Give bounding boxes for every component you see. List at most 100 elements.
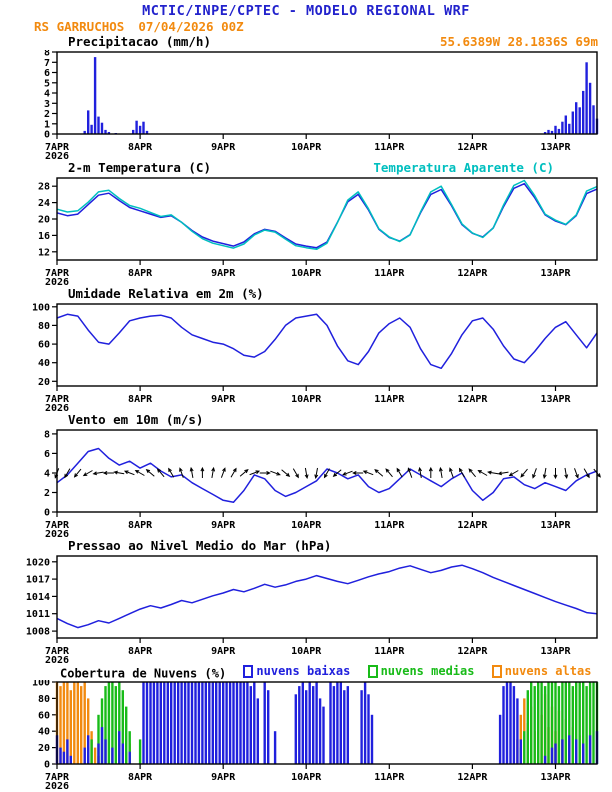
svg-text:2026: 2026 [45, 403, 69, 412]
svg-text:40: 40 [38, 727, 50, 738]
svg-text:1008: 1008 [26, 627, 50, 638]
svg-text:8APR: 8APR [128, 646, 153, 657]
svg-text:12APR: 12APR [457, 394, 488, 405]
svg-text:2: 2 [44, 488, 50, 499]
station-coordinates: 55.6389W 28.1836S 69m [439, 34, 598, 49]
svg-text:80: 80 [38, 321, 50, 332]
svg-text:10APR: 10APR [291, 646, 322, 657]
apparent-temperature-label: Temperatura Aparente (C) [373, 160, 554, 175]
pressure-panel-head: Pressao ao Nivel Medio do Mar (hPa) [0, 538, 612, 554]
panel-clouds: Cobertura de Nuvens (%) nuvens baixas nu… [0, 664, 612, 790]
svg-text:1020: 1020 [26, 557, 50, 568]
legend-high-clouds: nuvens altas [491, 664, 592, 678]
mid-clouds-legend-label: nuvens medias [380, 664, 475, 678]
svg-text:1: 1 [44, 119, 50, 130]
svg-text:8APR: 8APR [128, 394, 153, 405]
high-clouds-swatch-icon [491, 664, 502, 678]
svg-text:6: 6 [44, 68, 50, 79]
svg-text:12APR: 12APR [457, 520, 488, 531]
svg-text:12APR: 12APR [457, 268, 488, 279]
svg-text:9APR: 9APR [211, 772, 236, 783]
svg-text:13APR: 13APR [540, 268, 571, 279]
svg-text:7APR: 7APR [45, 268, 70, 279]
svg-text:5: 5 [44, 78, 50, 89]
svg-text:1011: 1011 [26, 609, 50, 620]
svg-text:7: 7 [44, 58, 50, 69]
svg-text:7APR: 7APR [45, 520, 70, 531]
svg-text:2026: 2026 [45, 655, 69, 664]
svg-text:3: 3 [44, 99, 50, 110]
svg-text:10APR: 10APR [291, 142, 322, 153]
wind-panel-title: Vento em 10m (m/s) [68, 412, 204, 427]
svg-text:10APR: 10APR [291, 772, 322, 783]
svg-text:100: 100 [32, 302, 50, 313]
humidity-panel-head: Umidade Relativa em 2m (%) [0, 286, 612, 302]
svg-text:6: 6 [44, 449, 50, 460]
svg-text:11APR: 11APR [374, 772, 405, 783]
run-datetime: 07/04/2026 00Z [138, 19, 244, 34]
svg-text:8APR: 8APR [128, 142, 153, 153]
svg-text:9APR: 9APR [211, 394, 236, 405]
precipitation-panel-title: Precipitacao (mm/h) [68, 34, 211, 49]
svg-text:9APR: 9APR [211, 520, 236, 531]
panel-humidity: Umidade Relativa em 2m (%) 20 40 60 80 100 7A… [0, 286, 612, 412]
svg-text:13APR: 13APR [540, 394, 571, 405]
svg-text:4: 4 [44, 89, 50, 100]
precipitation-panel-head: Precipitacao (mm/h) 55.6389W 28.1836S 69… [0, 34, 612, 50]
svg-text:12APR: 12APR [457, 142, 488, 153]
svg-text:11APR: 11APR [374, 394, 405, 405]
svg-text:10APR: 10APR [291, 394, 322, 405]
svg-text:20: 20 [38, 377, 50, 388]
svg-text:16: 16 [38, 231, 50, 242]
svg-text:60: 60 [38, 710, 50, 721]
svg-text:40: 40 [38, 358, 50, 369]
temperature-panel-head: 2-m Temperatura (C) Temperatura Aparente… [0, 160, 612, 176]
legend-low-clouds: nuvens baixas [243, 664, 350, 678]
run-info-row: RS GARRUCHOS 07/04/2026 00Z [0, 19, 612, 34]
svg-text:10APR: 10APR [291, 268, 322, 279]
svg-text:20: 20 [38, 215, 50, 226]
svg-text:28: 28 [38, 182, 50, 193]
svg-text:2026: 2026 [45, 781, 69, 790]
svg-text:20: 20 [38, 743, 50, 754]
low-clouds-legend-label: nuvens baixas [256, 664, 351, 678]
panel-precipitation: Precipitacao (mm/h) 55.6389W 28.1836S 69… [0, 34, 612, 160]
svg-text:9APR: 9APR [211, 142, 236, 153]
legend-mid-clouds: nuvens medias [367, 664, 475, 678]
svg-text:1017: 1017 [26, 575, 50, 586]
svg-text:13APR: 13APR [540, 646, 571, 657]
wind-panel-head: Vento em 10m (m/s) [0, 412, 612, 428]
high-clouds-legend-label: nuvens altas [504, 664, 592, 678]
svg-text:11APR: 11APR [374, 268, 405, 279]
svg-text:8APR: 8APR [128, 772, 153, 783]
humidity-panel-title: Umidade Relativa em 2m (%) [68, 286, 264, 301]
mid-clouds-swatch-icon [367, 664, 378, 678]
svg-text:1014: 1014 [26, 592, 50, 603]
clouds-panel-title: Cobertura de Nuvens (%) [60, 666, 227, 681]
svg-text:24: 24 [38, 198, 50, 209]
panel-temperature: 2-m Temperatura (C) Temperatura Aparente… [0, 160, 612, 286]
svg-text:4: 4 [44, 469, 50, 480]
svg-text:9APR: 9APR [211, 268, 236, 279]
svg-text:60: 60 [38, 340, 50, 351]
svg-text:11APR: 11APR [374, 142, 405, 153]
svg-text:7APR: 7APR [45, 772, 70, 783]
svg-text:12APR: 12APR [457, 772, 488, 783]
svg-text:2: 2 [44, 109, 50, 120]
svg-text:7APR: 7APR [45, 394, 70, 405]
svg-text:8: 8 [44, 429, 50, 440]
svg-text:2026: 2026 [45, 529, 69, 538]
page-title: MCTIC/INPE/CPTEC - MODELO REGIONAL WRF [142, 3, 470, 19]
svg-text:0: 0 [44, 508, 50, 519]
svg-text:8: 8 [44, 50, 50, 59]
panel-pressure: Pressao ao Nivel Medio do Mar (hPa) 1008… [0, 538, 612, 664]
svg-text:13APR: 13APR [540, 142, 571, 153]
low-clouds-swatch-icon [243, 664, 254, 678]
clouds-panel-head: Cobertura de Nuvens (%) nuvens baixas nu… [0, 664, 612, 681]
